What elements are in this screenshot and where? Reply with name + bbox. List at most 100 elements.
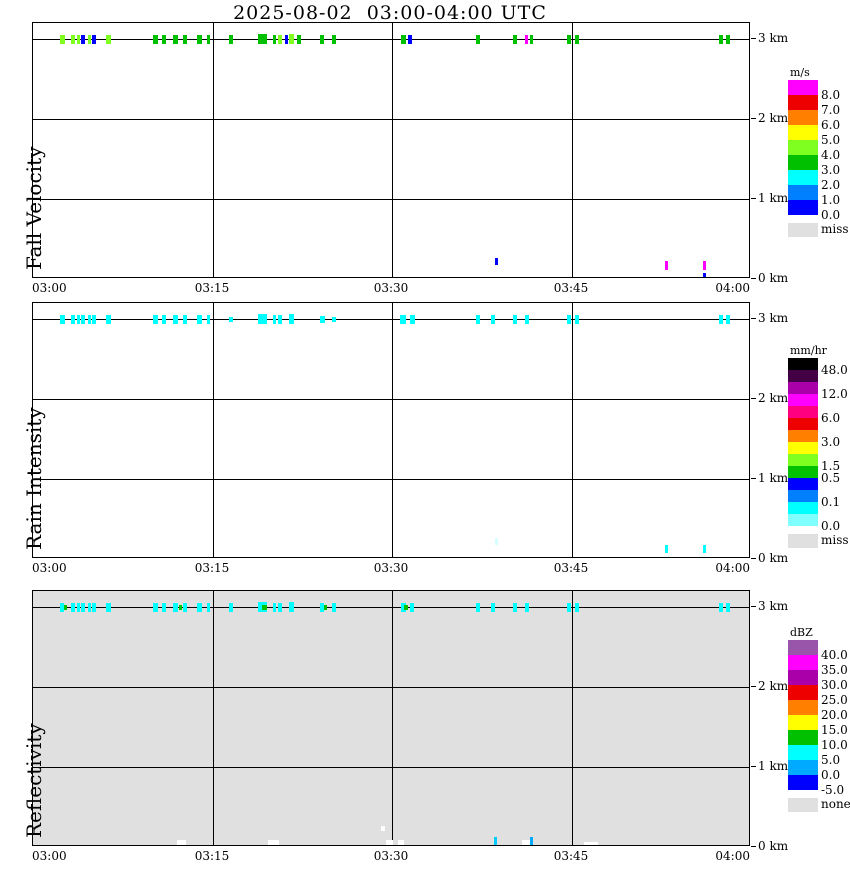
data-mark bbox=[71, 603, 75, 612]
colorbar-gradient bbox=[788, 80, 818, 215]
y-tick-label: 1 km bbox=[758, 471, 789, 485]
gridline-vertical bbox=[213, 303, 214, 557]
panel-rain-intensity: 0 km 1 km 2 km 3 km 03:00 03:15 03:30 03:45 04:0… bbox=[0, 302, 850, 588]
colorbar-tick-label: 20.0 bbox=[821, 708, 848, 722]
colorbar-band bbox=[788, 775, 818, 790]
x-tick-label: 03:15 bbox=[194, 281, 230, 295]
colorbar-band bbox=[788, 760, 818, 775]
data-mark bbox=[332, 35, 336, 44]
data-mark bbox=[162, 603, 166, 612]
gridline-vertical bbox=[392, 303, 393, 557]
data-mark bbox=[513, 315, 517, 324]
page-title: 2025-08-02 03:00-04:00 UTC bbox=[233, 2, 547, 24]
plot-area-rain-intensity[interactable] bbox=[32, 302, 750, 558]
data-mark bbox=[268, 840, 279, 845]
colorbar-band bbox=[788, 685, 818, 700]
data-mark bbox=[410, 603, 414, 612]
colorbar-band bbox=[788, 418, 818, 430]
data-mark bbox=[88, 35, 91, 44]
data-mark bbox=[177, 840, 186, 845]
colorbar-band bbox=[788, 730, 818, 745]
data-mark bbox=[278, 315, 282, 324]
data-mark bbox=[207, 35, 210, 44]
colorbar-missing-label: none bbox=[821, 797, 850, 811]
colorbar-reflectivity: dBZ 40.0 35.0 30.0 25.0 20.0 15.0 10.0 5.0 0.0 -5.… bbox=[788, 626, 850, 824]
x-tick-label: 04:00 bbox=[715, 849, 750, 863]
data-mark bbox=[289, 314, 294, 324]
panel-reflectivity: 0 km 1 km 2 km 3 km 03:00 03:15 03:30 03:45 04:0… bbox=[0, 590, 850, 876]
data-mark bbox=[719, 315, 723, 324]
data-mark bbox=[525, 315, 529, 324]
gridline-horizontal bbox=[33, 119, 749, 120]
data-mark bbox=[289, 34, 294, 44]
data-mark bbox=[88, 603, 91, 612]
colorbar-band bbox=[788, 358, 818, 370]
colorbar-missing-swatch bbox=[788, 223, 818, 237]
data-mark bbox=[320, 35, 324, 44]
data-mark bbox=[162, 315, 166, 324]
data-mark bbox=[404, 605, 408, 610]
data-mark bbox=[476, 35, 480, 44]
y-tick-label: 3 km bbox=[758, 599, 789, 613]
colorbar-units-label: m/s bbox=[790, 66, 810, 79]
data-mark bbox=[386, 840, 393, 845]
data-mark bbox=[400, 315, 406, 324]
data-mark bbox=[60, 35, 65, 44]
colorbar-rain-intensity: mm/hr 48.0 12.0 6.0 3.0 1.5 0.5 0.1 0.0 miss bbox=[788, 344, 849, 560]
colorbar-band bbox=[788, 466, 818, 478]
data-mark bbox=[278, 35, 282, 44]
y-tick-mark bbox=[751, 198, 756, 199]
colorbar-band bbox=[788, 430, 818, 442]
data-mark bbox=[530, 35, 533, 44]
panel-title-fall-velocity: Fall Velocity bbox=[22, 146, 46, 270]
gridline-horizontal bbox=[33, 767, 749, 768]
data-mark bbox=[81, 603, 85, 612]
gridline-horizontal bbox=[33, 39, 749, 40]
y-tick-label: 1 km bbox=[758, 191, 789, 205]
colorbar-band bbox=[788, 454, 818, 466]
data-mark bbox=[726, 603, 730, 612]
gridline-horizontal bbox=[33, 479, 749, 480]
gridline-vertical bbox=[392, 591, 393, 845]
data-mark bbox=[153, 315, 158, 324]
data-mark bbox=[207, 603, 210, 612]
x-tick-label: 03:45 bbox=[553, 849, 589, 863]
colorbar-band bbox=[788, 155, 818, 170]
colorbar-gradient bbox=[788, 358, 818, 526]
data-mark bbox=[575, 603, 579, 612]
colorbar-tick-label: 5.0 bbox=[821, 753, 841, 767]
data-mark bbox=[173, 315, 178, 324]
data-mark bbox=[258, 314, 267, 324]
colorbar-band bbox=[788, 640, 818, 655]
colorbar-band bbox=[788, 370, 818, 382]
colorbar-band bbox=[788, 715, 818, 730]
plot-area-reflectivity[interactable] bbox=[32, 590, 750, 846]
data-mark bbox=[332, 603, 336, 612]
y-tick-label: 3 km bbox=[758, 311, 789, 325]
data-mark bbox=[273, 35, 276, 44]
colorbar-band bbox=[788, 170, 818, 185]
colorbar-units-label: dBZ bbox=[790, 626, 813, 639]
data-mark bbox=[726, 315, 730, 324]
data-mark bbox=[320, 316, 325, 323]
colorbar-missing-label: miss bbox=[821, 533, 849, 547]
x-tick-label: 03:30 bbox=[373, 561, 409, 575]
colorbar-band bbox=[788, 125, 818, 140]
data-mark bbox=[183, 315, 187, 324]
data-mark bbox=[530, 837, 533, 845]
data-mark bbox=[278, 603, 282, 612]
panel-title-rain-intensity: Rain Intensity bbox=[22, 407, 46, 550]
x-tick-label: 03:45 bbox=[553, 281, 589, 295]
data-mark bbox=[398, 840, 404, 845]
y-tick-mark bbox=[751, 686, 756, 687]
gridline-vertical bbox=[213, 591, 214, 845]
data-mark bbox=[665, 545, 668, 553]
data-mark bbox=[401, 603, 406, 612]
y-tick-label: 2 km bbox=[758, 391, 789, 405]
data-mark bbox=[513, 35, 517, 44]
data-mark bbox=[332, 317, 336, 322]
colorbar-tick-label: 0.0 bbox=[821, 768, 841, 782]
data-mark bbox=[207, 315, 210, 324]
plot-area-fall-velocity[interactable] bbox=[32, 22, 750, 278]
data-mark bbox=[229, 603, 233, 612]
